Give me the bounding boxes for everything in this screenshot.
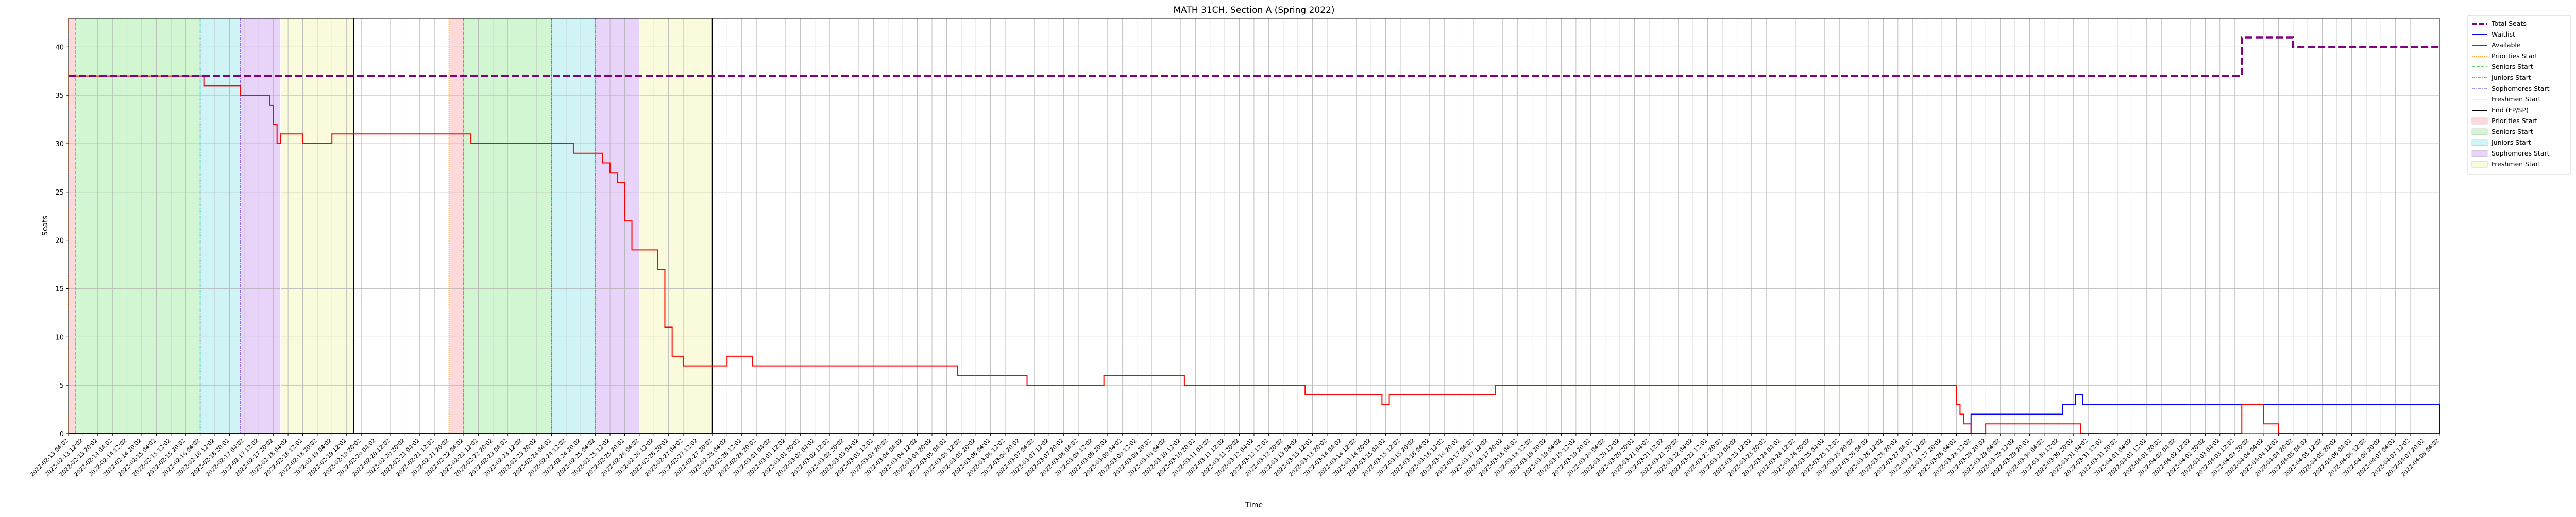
- legend-label-juniors-start: Juniors Start: [2491, 74, 2531, 81]
- period-band-freshmen-start: [639, 18, 713, 434]
- legend-label-priorities-start: Priorities Start: [2492, 117, 2537, 125]
- plot-frame: [68, 18, 2440, 434]
- legend-label-total-seats: Total Seats: [2491, 20, 2527, 27]
- y-tick-label: 5: [60, 382, 64, 390]
- series-line-total-seats: [69, 36, 2439, 77]
- x-axis-title: Time: [1245, 501, 1263, 509]
- y-tick-label: 30: [55, 141, 64, 148]
- legend-label-sophomores-start: Sophomores Start: [2492, 84, 2550, 92]
- axes: [68, 18, 2440, 434]
- legend-label-available: Available: [2492, 41, 2521, 49]
- period-band-priorities-start: [449, 18, 464, 434]
- legend-label-freshmen-start: Freshmen Start: [2492, 160, 2541, 168]
- legend-label-waitlist: Waitlist: [2492, 30, 2515, 38]
- legend-swatch-juniors-start: [2471, 139, 2488, 146]
- y-axis-title: Seats: [41, 216, 49, 236]
- legend-label-priorities-start: Priorities Start: [2492, 52, 2537, 60]
- legend-label-end-fp-sp: End (FP/SP): [2492, 106, 2529, 114]
- y-tick-label: 35: [55, 92, 64, 100]
- period-band-juniors-start: [551, 18, 596, 434]
- legend-label-sophomores-start: Sophomores Start: [2492, 149, 2550, 157]
- legend-swatch-seniors-start: [2471, 128, 2488, 135]
- y-tick-label: 20: [55, 237, 64, 245]
- legend-swatch-priorities-start: [2471, 117, 2488, 125]
- period-band-priorities-start: [69, 18, 76, 434]
- legend-swatch-freshmen-start: [2471, 161, 2488, 168]
- y-tick-label: 25: [55, 189, 64, 197]
- legend-label-freshmen-start: Freshmen Start: [2492, 95, 2541, 103]
- legend-label-juniors-start: Juniors Start: [2491, 139, 2531, 146]
- period-band-juniors-start: [200, 18, 241, 434]
- grid-lines: [66, 18, 2440, 436]
- legend-swatch-sophomores-start: [2471, 150, 2488, 157]
- y-tick-label: 0: [60, 430, 64, 438]
- legend: Total Seats Waitlist Available Priorities S…: [2467, 15, 2571, 175]
- period-band-sophomores-start: [240, 18, 281, 434]
- y-tick-label: 10: [55, 334, 64, 341]
- y-tick-label: 40: [55, 44, 64, 51]
- series-line-available: [69, 75, 2439, 434]
- period-band-seniors-start: [76, 18, 200, 434]
- y-tick-labels: 0 5 10 15 20 25 30 35 40: [55, 44, 64, 438]
- y-tick-label: 15: [55, 285, 64, 293]
- legend-label-seniors-start: Seniors Start: [2492, 128, 2533, 135]
- series-line-waitlist: [69, 394, 2440, 434]
- data-series: [69, 36, 2440, 434]
- legend-label-seniors-start: Seniors Start: [2492, 63, 2533, 71]
- period-start-lines: [68, 18, 713, 434]
- period-band-sophomores-start: [595, 18, 639, 434]
- chart-title: MATH 31CH, Section A (Spring 2022): [1173, 5, 1334, 15]
- legend-box: [2467, 15, 2571, 175]
